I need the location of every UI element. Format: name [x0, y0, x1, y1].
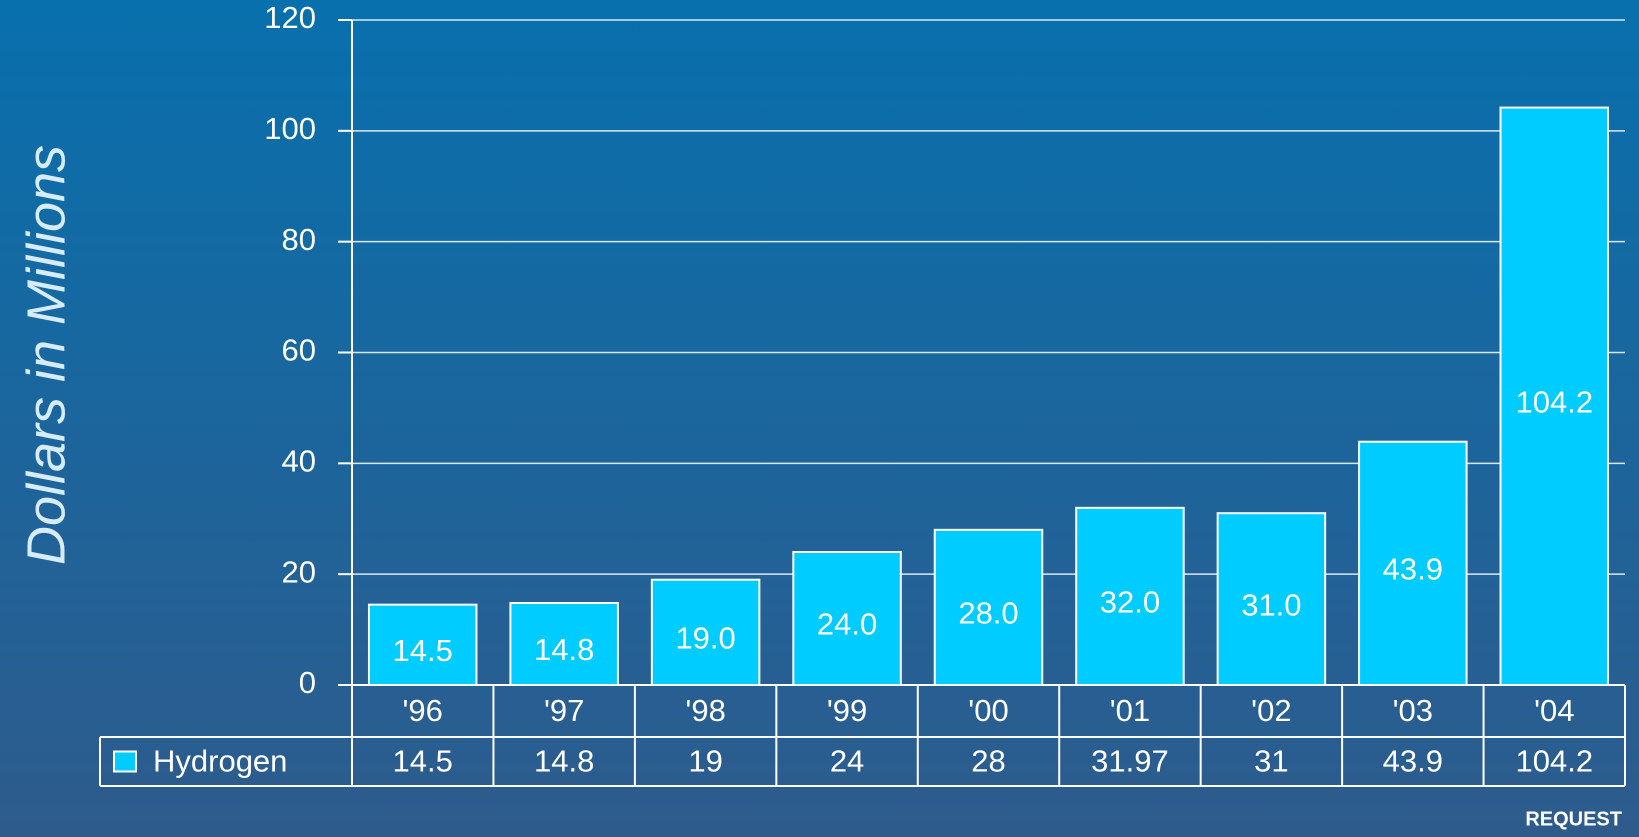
table-value: 104.2: [1515, 744, 1593, 779]
data-label: 31.0: [1241, 587, 1301, 622]
data-label: 32.0: [1100, 585, 1160, 620]
bar: [367, 603, 478, 686]
legend-swatch: [113, 750, 137, 773]
table-value: 19: [688, 744, 722, 779]
y-tick-label: 120: [264, 0, 316, 35]
x-tick-label: '01: [1110, 693, 1150, 728]
y-tick-label: 20: [282, 554, 316, 589]
data-label: 28.0: [958, 596, 1018, 631]
bar: [1499, 106, 1610, 686]
bar: [1075, 506, 1185, 686]
bar: [650, 578, 761, 686]
x-tick-label: '00: [968, 693, 1008, 728]
table-value: 43.9: [1383, 744, 1443, 779]
data-label: 104.2: [1515, 384, 1593, 419]
bar: [792, 551, 902, 686]
y-tick-label: 60: [282, 333, 316, 368]
y-tick-label: 0: [299, 665, 316, 700]
data-label: 19.0: [675, 621, 735, 656]
x-tick-label: '03: [1393, 693, 1433, 728]
table-value: 31: [1254, 744, 1288, 779]
y-tick-label: 40: [282, 444, 316, 479]
bar: [509, 601, 619, 687]
annotation: REQUEST: [1525, 808, 1622, 830]
y-axis-label: Dollars in Millions: [16, 145, 76, 565]
x-tick-label: '96: [403, 693, 443, 728]
y-tick-label: 80: [282, 222, 316, 257]
x-tick-label: '04: [1534, 693, 1574, 728]
bar: [1216, 512, 1327, 686]
table-value: 28: [971, 744, 1005, 779]
data-label: 14.8: [534, 632, 594, 667]
table-value: 14.8: [534, 744, 594, 779]
x-tick-label: '02: [1251, 693, 1291, 728]
data-label: 14.5: [393, 633, 453, 668]
table-value: 31.97: [1091, 744, 1169, 779]
x-tick-label: '98: [685, 693, 725, 728]
table-value: 24: [830, 744, 864, 779]
bar: [1358, 440, 1468, 686]
x-tick-label: '97: [544, 693, 584, 728]
table-value: 14.5: [393, 744, 453, 779]
data-label: 43.9: [1383, 552, 1443, 587]
y-tick-label: 100: [264, 111, 316, 146]
data-label: 24.0: [817, 607, 877, 642]
bar: [933, 528, 1044, 686]
legend-label: Hydrogen: [153, 744, 287, 779]
x-tick-label: '99: [827, 693, 867, 728]
